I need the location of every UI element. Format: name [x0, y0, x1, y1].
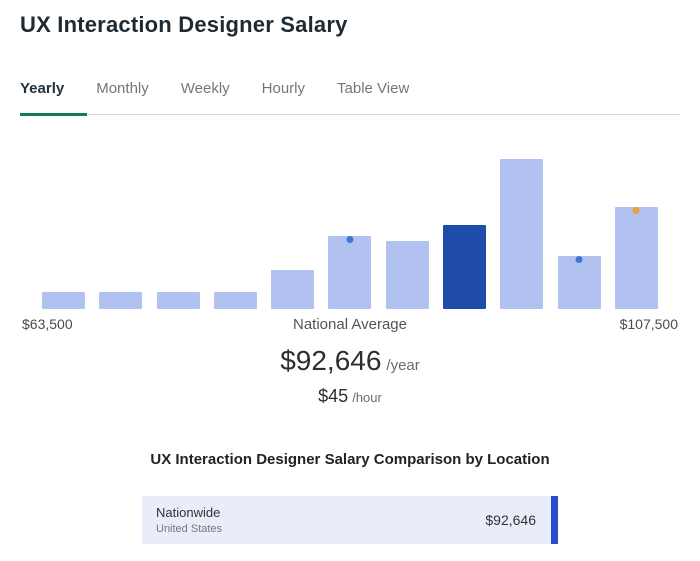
chart-bar[interactable] — [557, 256, 601, 309]
chart-bar[interactable] — [99, 292, 143, 309]
location-row-bar — [551, 496, 558, 544]
average-yearly-amount: $92,646 — [280, 345, 382, 376]
tab-monthly[interactable]: Monthly — [96, 80, 149, 97]
marker-dot — [346, 236, 354, 243]
salary-distribution-chart — [42, 159, 658, 309]
salary-page: UX Interaction Designer Salary Yearly Mon… — [20, 12, 680, 544]
tab-bar: Yearly Monthly Weekly Hourly Table View — [20, 80, 680, 116]
chart-bar[interactable] — [328, 236, 372, 309]
location-row[interactable]: Nationwide United States $92,646 — [142, 496, 558, 544]
marker-dot — [632, 207, 640, 214]
average-hourly-unit: /hour — [352, 390, 382, 405]
comparison-rows: Nationwide United States $92,646 — [20, 496, 680, 544]
tab-yearly[interactable]: Yearly — [20, 80, 88, 116]
national-average-label: National Average — [293, 316, 407, 333]
page-title: UX Interaction Designer Salary — [20, 12, 348, 37]
chart-bar-highlighted[interactable] — [443, 225, 487, 309]
location-region: United States — [156, 523, 223, 535]
chart-bar[interactable] — [614, 207, 658, 309]
axis-max-label: $107,500 — [619, 316, 678, 332]
chart-bar[interactable] — [500, 159, 544, 309]
tab-table-view[interactable]: Table View — [337, 80, 410, 97]
chart-bar[interactable] — [42, 292, 85, 309]
axis-min-label: $63,500 — [22, 316, 73, 332]
chart-bar[interactable] — [156, 292, 200, 309]
chart-bar[interactable] — [213, 292, 257, 309]
tab-hourly[interactable]: Hourly — [261, 80, 306, 97]
comparison-heading: UX Interaction Designer Salary Compariso… — [150, 451, 550, 468]
chart-bar[interactable] — [271, 270, 315, 309]
chart-bar[interactable] — [385, 241, 429, 309]
chart-axis-labels: $63,500 National Average $107,500 — [20, 316, 680, 333]
average-hourly-amount: $45 — [318, 386, 349, 406]
location-info: Nationwide United States — [142, 505, 222, 535]
location-name: Nationwide — [156, 505, 221, 520]
average-salary-block: $92,646/year $45/hour — [20, 345, 680, 407]
location-salary-value: $92,646 — [485, 512, 536, 528]
average-yearly-unit: /year — [386, 357, 420, 374]
marker-dot — [575, 256, 583, 263]
tab-weekly[interactable]: Weekly — [180, 80, 230, 97]
